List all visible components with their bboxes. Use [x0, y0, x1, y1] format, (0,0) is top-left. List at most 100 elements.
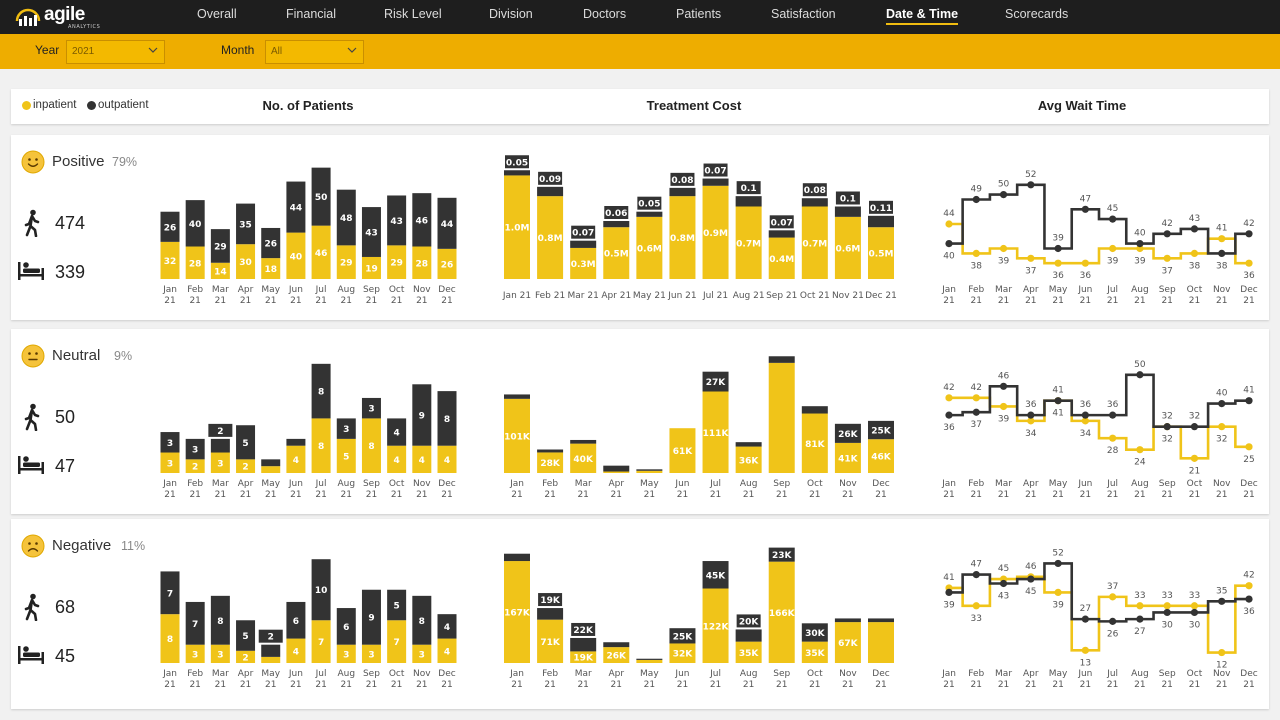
- x-tick-label: 21: [366, 296, 377, 306]
- x-tick-label: Dec: [1240, 669, 1257, 679]
- nav-tab-overall[interactable]: Overall: [197, 7, 237, 21]
- x-tick-label: 21: [644, 490, 655, 500]
- x-tick-label: 21: [416, 490, 427, 500]
- month-filter-label: Month: [221, 43, 255, 57]
- nav-tab-financial[interactable]: Financial: [286, 7, 337, 21]
- outpatient-label-bg: [835, 191, 860, 205]
- outpatient-point: [945, 411, 953, 419]
- outpatient-data-label: 30: [1189, 620, 1201, 630]
- x-tick-label: Jun: [1077, 479, 1092, 489]
- inpatient-data-label: 36: [1243, 271, 1255, 281]
- x-tick-label: Apr: [608, 669, 624, 679]
- sentiment-label: Negative: [52, 537, 112, 554]
- inpatient-data-label: 18: [264, 265, 277, 275]
- inpatient-data-label: 21: [1189, 466, 1200, 476]
- inpatient-data-label: 5: [343, 452, 349, 462]
- x-tick-label: Mar: [212, 669, 229, 679]
- x-tick-label: 21: [971, 680, 982, 690]
- patients-bar-chart: 332332254885383444948Jan21Feb21Mar21Apr2…: [160, 363, 457, 500]
- x-tick-label: May: [261, 285, 280, 295]
- x-tick-label: 21: [189, 490, 200, 500]
- outpatient-data-label: 22K: [573, 626, 594, 636]
- inpatient-point: [1245, 582, 1253, 590]
- nav-tab-risk-level[interactable]: Risk Level: [384, 7, 442, 21]
- inpatient-data-label: 44: [943, 209, 955, 219]
- x-tick-label: 21: [1134, 296, 1145, 306]
- x-tick-label: Jun: [288, 669, 303, 679]
- x-tick-label: Dec: [872, 479, 889, 489]
- month-select[interactable]: All: [265, 40, 364, 64]
- outpatient-data-label: 47: [1080, 194, 1091, 204]
- inpatient-point: [1245, 443, 1253, 451]
- outpatient-total: 68: [55, 597, 76, 617]
- inpatient-bar: [261, 258, 281, 279]
- x-tick-label: 21: [743, 680, 754, 690]
- inpatient-bar: [261, 656, 281, 663]
- inpatient-bar: [160, 452, 180, 473]
- outpatient-data-label: 43: [1189, 214, 1200, 224]
- brand-logo[interactable]: agile ANALYTICS: [14, 4, 124, 30]
- outpatient-data-label: 48: [340, 214, 353, 224]
- inpatient-data-label: 42: [971, 383, 982, 393]
- x-tick-label: Jul: [709, 479, 721, 489]
- outpatient-bar: [669, 628, 696, 644]
- x-tick-label: 21: [315, 296, 326, 306]
- x-tick-label: 21: [1080, 490, 1091, 500]
- outpatient-data-label: 26: [1107, 629, 1119, 639]
- nav-tab-satisfaction[interactable]: Satisfaction: [771, 7, 836, 21]
- inpatient-data-label: 46: [1025, 562, 1037, 572]
- x-tick-label: Nov: [413, 479, 431, 489]
- inpatient-data-label: 32: [1161, 435, 1172, 445]
- x-tick-label: 21: [290, 490, 301, 500]
- outpatient-point: [1081, 205, 1089, 213]
- inpatient-data-label: 35K: [805, 649, 826, 659]
- x-tick-label: Jan: [941, 479, 956, 489]
- x-tick-label: 21: [677, 680, 688, 690]
- inpatient-data-label: 4: [444, 456, 450, 466]
- inpatient-data-label: 25: [1243, 455, 1254, 465]
- nav-tab-patients[interactable]: Patients: [676, 7, 722, 21]
- outpatient-point: [1027, 181, 1035, 189]
- year-select[interactable]: 2021: [66, 40, 165, 64]
- x-tick-label: 21: [341, 296, 352, 306]
- inpatient-data-label: 26K: [607, 652, 628, 662]
- outpatient-bar: [801, 198, 828, 207]
- x-tick-label: 21: [971, 296, 982, 306]
- inpatient-bar: [387, 245, 407, 279]
- nav-tab-date-time[interactable]: Date & Time: [886, 7, 959, 25]
- inpatient-bar: [702, 185, 729, 279]
- inpatient-point: [972, 394, 980, 402]
- inpatient-bar: [311, 620, 331, 663]
- treatment-cost-bar-chart: 1.0M 0.05 0.8M 0.09 0.3M 0.07 0.5M 0.06 0.6M 0.05…: [502, 155, 897, 301]
- outpatient-label-bg: [604, 206, 629, 219]
- inpatient-bar: [702, 391, 729, 473]
- outpatient-data-label: 47: [971, 560, 982, 570]
- x-tick-label: 21: [577, 680, 588, 690]
- x-tick-label: Sep: [1159, 479, 1176, 489]
- outpatient-data-label: 25K: [673, 632, 694, 642]
- x-tick-label: Jan: [162, 285, 177, 295]
- x-tick-label: May: [1049, 285, 1068, 295]
- x-tick-label: Jul: [315, 285, 327, 295]
- outpatient-point: [1054, 244, 1062, 253]
- inpatient-data-label: 32: [1216, 435, 1227, 445]
- nav-tab-doctors[interactable]: Doctors: [583, 7, 627, 21]
- outpatient-bar: [361, 207, 381, 257]
- year-select-value: 2021: [72, 46, 95, 57]
- outpatient-label-bg: [538, 171, 563, 185]
- outpatient-data-label: 49: [971, 185, 983, 195]
- outpatient-label-bg: [769, 215, 794, 229]
- outpatient-data-label: 50: [998, 180, 1010, 190]
- nav-tab-scorecards[interactable]: Scorecards: [1005, 7, 1069, 21]
- inpatient-data-label: 36: [1052, 271, 1064, 281]
- outpatient-data-label: 4: [444, 623, 450, 633]
- x-tick-label: 21: [441, 490, 452, 500]
- x-tick-label: Sep: [363, 669, 380, 679]
- outpatient-label-bg: [802, 183, 827, 197]
- x-tick-label: Aug: [1131, 285, 1149, 295]
- inpatient-point: [1190, 249, 1199, 257]
- nav-tab-division[interactable]: Division: [489, 7, 533, 21]
- x-tick-label: 21: [441, 296, 452, 306]
- inpatient-data-label: 13: [1080, 658, 1091, 668]
